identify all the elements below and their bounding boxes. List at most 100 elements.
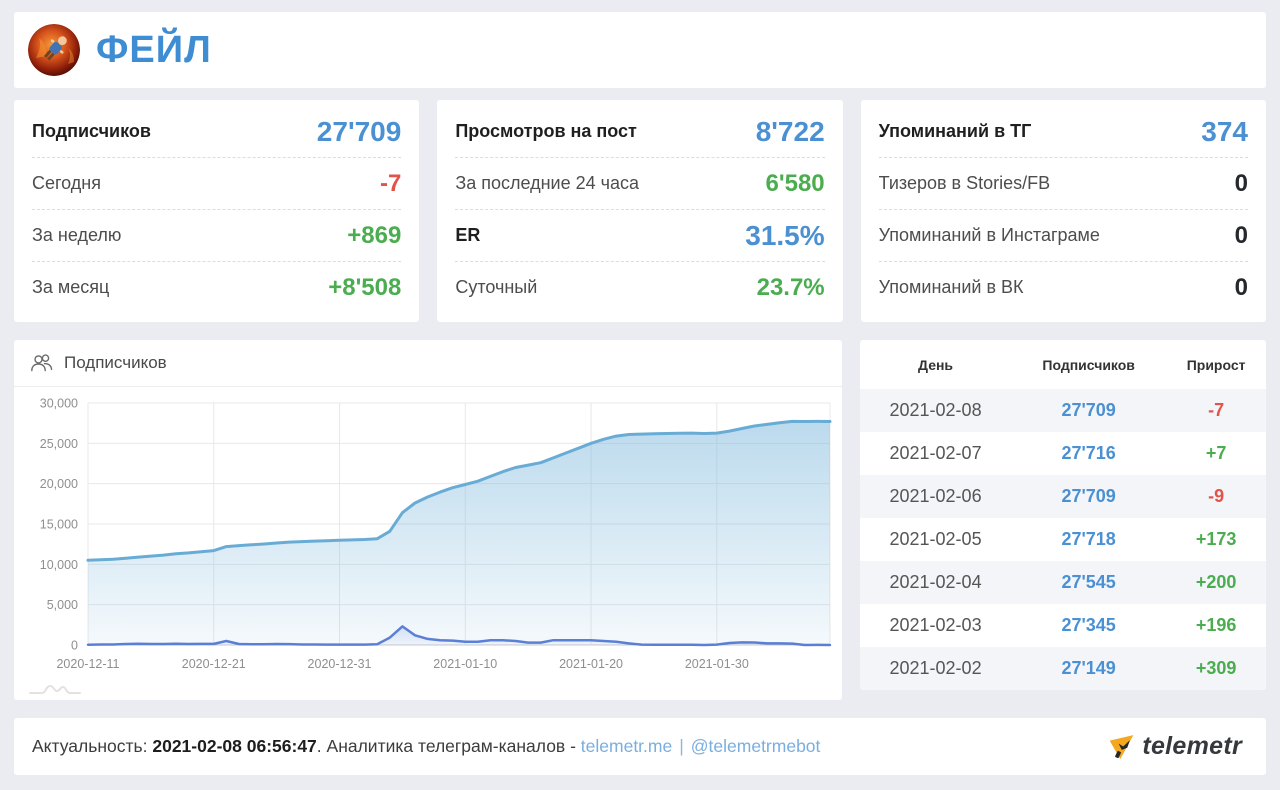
mini-sparkline-icon [29, 684, 81, 694]
fire-avatar-image [28, 24, 80, 76]
telemetr-site-link[interactable]: telemetr.me [580, 736, 673, 756]
stat-label: Суточный [455, 277, 538, 297]
telemetr-bot-link[interactable]: @telemetrmebot [690, 736, 821, 756]
stat-row: Тизеров в Stories/FB 0 [878, 158, 1248, 210]
table-row: 2021-02-02 27'149 +309 [860, 647, 1266, 690]
subscribers-cell: 27'545 [1061, 572, 1116, 592]
telemetr-logo-icon [1110, 735, 1134, 760]
actuality-label: Актуальность: [32, 736, 153, 756]
channel-header-card: ФЕЙЛ [14, 12, 1266, 88]
stat-row: За неделю +869 [32, 210, 402, 262]
subscribers-cell: 27'709 [1061, 400, 1116, 420]
stat-value: 27'709 [316, 115, 402, 147]
column-header-growth: Прирост [1186, 356, 1246, 373]
stat-label: За месяц [32, 277, 110, 297]
chart-title: Подписчиков [64, 353, 167, 372]
day-cell: 2021-02-05 [889, 529, 982, 549]
day-cell: 2021-02-04 [889, 572, 982, 592]
growth-cell: +309 [1195, 658, 1237, 678]
stat-label: За неделю [32, 225, 122, 245]
svg-text:2021-01-30: 2021-01-30 [685, 657, 749, 671]
stat-card-mentions: Упоминаний в ТГ 374 Тизеров в Stories/FB… [860, 100, 1266, 322]
daily-subscribers-table: День Подписчиков Прирост 2021-02-08 27'7… [860, 340, 1266, 690]
stat-row: Упоминаний в ТГ 374 [878, 106, 1248, 158]
stat-row: Подписчиков 27'709 [32, 106, 402, 158]
stat-label: Упоминаний в Инстаграме [878, 225, 1100, 245]
stat-label: Тизеров в Stories/FB [878, 173, 1051, 193]
table-row: 2021-02-04 27'545 +200 [860, 561, 1266, 604]
table-row: 2021-02-06 27'709 -9 [860, 475, 1266, 518]
users-icon [31, 354, 53, 372]
stat-value: 8'722 [755, 115, 825, 147]
daily-subscribers-table-card: День Подписчиков Прирост 2021-02-08 27'7… [860, 340, 1266, 690]
stat-value: 0 [1234, 273, 1248, 301]
svg-text:2020-12-21: 2020-12-21 [182, 657, 246, 671]
table-row: 2021-02-05 27'718 +173 [860, 518, 1266, 561]
stat-row: ER 31.5% [455, 210, 825, 262]
stat-label: Сегодня [32, 173, 101, 193]
channel-avatar [28, 24, 80, 76]
day-cell: 2021-02-08 [889, 400, 982, 420]
svg-text:2021-01-10: 2021-01-10 [433, 657, 497, 671]
column-header-day: День [918, 356, 954, 373]
growth-cell: +200 [1195, 572, 1237, 592]
telemetr-brand: telemetr [1108, 732, 1242, 761]
stat-label: Упоминаний в ВК [878, 277, 1024, 297]
stat-value: -7 [379, 169, 402, 197]
subscribers-chart[interactable]: 0 5,000 10,000 15,000 20,000 25,000 30,000 2020… [16, 391, 840, 677]
growth-cell: -9 [1208, 486, 1225, 506]
stat-value: 6'580 [765, 169, 825, 197]
table-row: 2021-02-08 27'709 -7 [860, 389, 1266, 432]
growth-cell: +173 [1195, 529, 1237, 549]
stat-row: Суточный 23.7% [455, 262, 824, 313]
growth-cell: +196 [1195, 615, 1237, 635]
stat-row: За месяц +8'508 [32, 262, 401, 313]
stat-row: Упоминаний в Инстаграме 0 [878, 210, 1248, 262]
table-header-row: День Подписчиков Прирост [860, 340, 1266, 389]
day-cell: 2021-02-07 [889, 443, 982, 463]
svg-text:10,000: 10,000 [40, 558, 78, 572]
day-cell: 2021-02-06 [889, 486, 982, 506]
channel-title: ФЕЙЛ [96, 28, 212, 71]
chart-header: Подписчиков [14, 340, 842, 387]
stat-row: Упоминаний в ВК 0 [879, 262, 1248, 313]
table-row: 2021-02-07 27'716 +7 [860, 432, 1266, 475]
stat-value: +8'508 [328, 273, 402, 301]
svg-text:15,000: 15,000 [40, 518, 78, 532]
column-header-subscribers: Подписчиков [1042, 356, 1135, 373]
stat-row: За последние 24 часа 6'580 [455, 158, 825, 210]
table-row: 2021-02-03 27'345 +196 [860, 604, 1266, 647]
svg-text:30,000: 30,000 [40, 397, 78, 411]
growth-cell: -7 [1208, 400, 1225, 420]
stat-card-subscribers: Подписчиков 27'709 Сегодня -7 За неделю … [14, 100, 420, 322]
growth-cell: +7 [1205, 443, 1227, 463]
stat-value: 23.7% [756, 273, 825, 301]
svg-text:2020-12-31: 2020-12-31 [308, 657, 372, 671]
svg-text:0: 0 [71, 639, 78, 653]
telemetr-wordmark: telemetr [1142, 732, 1242, 760]
main-row: Подписчиков 0 5,000 10,000 15,000 20,00 [14, 340, 1266, 700]
footer-link-separator: | [679, 736, 684, 756]
footer-card: Актуальность: 2021-02-08 06:56:47. Анали… [14, 718, 1266, 775]
svg-text:2020-12-11: 2020-12-11 [56, 657, 119, 671]
subscribers-cell: 27'718 [1061, 529, 1116, 549]
stat-label: ER [455, 225, 481, 245]
subscribers-cell: 27'149 [1061, 658, 1116, 678]
day-cell: 2021-02-03 [889, 615, 982, 635]
stat-row: Просмотров на пост 8'722 [455, 106, 825, 158]
svg-text:25,000: 25,000 [40, 437, 78, 451]
footer-text: Актуальность: 2021-02-08 06:56:47. Анали… [32, 736, 820, 757]
stat-row: Сегодня -7 [32, 158, 402, 210]
stat-label: Подписчиков [32, 121, 151, 141]
subscribers-cell: 27'709 [1061, 486, 1116, 506]
stat-label: Просмотров на пост [455, 121, 637, 141]
subscribers-cell: 27'716 [1061, 443, 1116, 463]
chart-body: 0 5,000 10,000 15,000 20,000 25,000 30,000 2020… [14, 387, 842, 697]
stat-value: 0 [1234, 221, 1248, 249]
stat-value: 0 [1234, 169, 1248, 197]
stat-card-views: Просмотров на пост 8'722 За последние 24… [437, 100, 843, 322]
svg-text:2021-01-20: 2021-01-20 [559, 657, 623, 671]
subscribers-cell: 27'345 [1061, 615, 1116, 635]
stat-label: Упоминаний в ТГ [878, 121, 1032, 141]
